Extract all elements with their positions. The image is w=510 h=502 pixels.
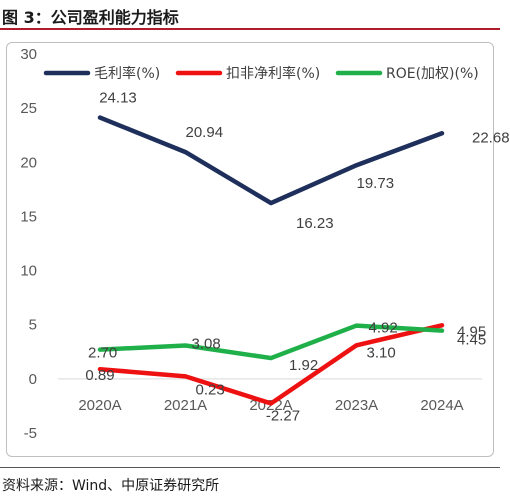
data-label: 4.45	[457, 332, 486, 349]
x-axis: 2020A 2021A 2022A 2023A 2024A	[58, 378, 482, 414]
data-label: 1.92	[289, 357, 318, 374]
x-tick-label: 2023A	[335, 397, 378, 414]
data-labels: 24.13 20.94 16.23 19.73 22.68 0.89 0.23 -2.27 3.…	[85, 90, 509, 425]
data-label: 22.68	[472, 129, 510, 146]
legend: 毛利率(%) 扣非净利率(%) ROE(加权)(%)	[43, 65, 479, 82]
source-note: 资料来源：Wind、中原证券研究所	[2, 478, 220, 494]
data-label: 4.95	[457, 323, 486, 340]
data-label: 3.10	[367, 344, 396, 361]
data-label: 0.89	[85, 367, 114, 384]
legend-label-3: ROE(加权)(%)	[386, 66, 479, 82]
series-line-2	[97, 323, 445, 406]
data-label: 24.13	[99, 90, 137, 107]
title-rule	[0, 28, 500, 30]
legend-label-1: 毛利率(%)	[94, 65, 160, 82]
data-label: -2.27	[266, 407, 300, 424]
data-label: 4.92	[369, 320, 398, 337]
y-tick-label: 20	[20, 154, 37, 171]
figure-title: 图 3：公司盈利能力指标	[2, 8, 179, 27]
x-tick-label: 2021A	[164, 397, 207, 414]
y-tick-label: 0	[29, 371, 37, 388]
data-label: 3.08	[192, 336, 221, 353]
data-label: 20.94	[186, 124, 224, 141]
data-label: 16.23	[296, 215, 334, 232]
chart-frame	[6, 42, 494, 457]
x-tick-label: 2024A	[420, 397, 463, 414]
y-tick-label: 30	[20, 46, 37, 63]
y-tick-label: 10	[20, 263, 37, 280]
source-rule	[0, 467, 500, 468]
x-tick-label: 2020A	[78, 397, 121, 414]
y-tick-label: 15	[20, 208, 37, 225]
series-lines	[97, 115, 445, 406]
data-label: 2.70	[88, 345, 117, 362]
legend-label-2: 扣非净利率(%)	[226, 65, 320, 82]
data-label: 0.23	[196, 381, 225, 398]
data-label: 19.73	[357, 175, 395, 192]
y-tick-label: 5	[29, 317, 37, 334]
y-axis: -5 0 5 10 15 20 25 30	[20, 46, 37, 442]
y-tick-label: 25	[20, 100, 37, 117]
y-tick-label: -5	[24, 425, 37, 442]
